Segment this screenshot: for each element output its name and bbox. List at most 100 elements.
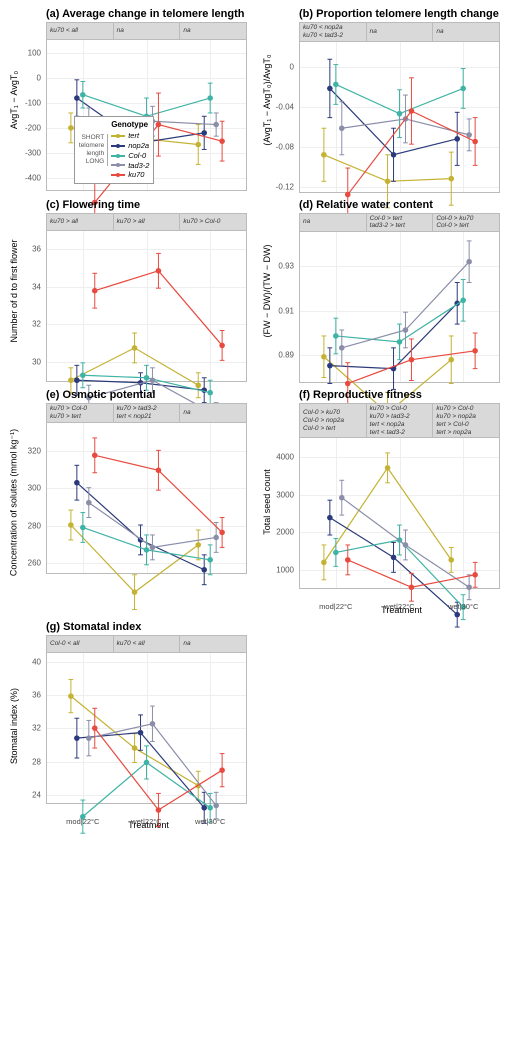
y-tick: 2000 (276, 528, 294, 537)
y-tick: 34 (32, 282, 41, 291)
y-tick: 32 (32, 724, 41, 733)
panel-a: (a) Average change in telomere length ku7… (8, 8, 251, 193)
strip-cell: na (180, 23, 246, 39)
strip-cell: na (180, 636, 246, 652)
panel-g: (g) Stomatal index Col-0 < allku70 < alln… (8, 621, 251, 830)
x-tick: wet|30°C (195, 817, 225, 826)
strip-cell: na (300, 214, 367, 232)
legend-item: tad3-2 (111, 161, 149, 171)
strip-cell: na (433, 23, 499, 41)
y-tick: 28 (32, 757, 41, 766)
y-tick: 0.91 (278, 306, 294, 315)
y-tick: 4000 (276, 453, 294, 462)
strip-cell: Col-0 > ku70Col-0 > tert (433, 214, 499, 232)
y-axis-label: Number of d to first flower (9, 239, 19, 342)
y-tick: 0 (37, 73, 41, 82)
panel-title: (b) Proportion telomere length change (261, 8, 504, 20)
strip-cell: ku70 > Col-0ku70 > tad3-2tert < nop2ater… (367, 404, 434, 437)
facet-strip: Col-0 > ku70Col-0 > nop2aCol-0 > tertku7… (299, 403, 500, 438)
y-tick: 320 (28, 446, 41, 455)
panel-title: (e) Osmotic potential (8, 389, 251, 401)
y-axis-label: AvgT₁ − AvgT₀ (9, 71, 19, 129)
legend-item: tert (111, 131, 149, 141)
y-tick: 1000 (276, 565, 294, 574)
y-axis-label: Stomatal index (%) (9, 688, 19, 764)
legend-item: ku70 (111, 170, 149, 180)
x-tick: mod|22°C (66, 817, 99, 826)
y-axis-label: Concentration of solutes (mmol kg⁻¹) (9, 429, 20, 576)
legend: SHORTtelomerelengthLONGGenotypetertnop2a… (74, 116, 155, 184)
plot-svg (47, 423, 246, 622)
strip-cell: na (367, 23, 434, 41)
y-tick: 100 (28, 48, 41, 57)
y-tick: 30 (32, 357, 41, 366)
legend-item: Col-0 (111, 151, 149, 161)
y-tick: -300 (25, 148, 41, 157)
legend-swatch (111, 164, 125, 166)
plot-area: 1000-100-200-300-400SHORTtelomerelengthL… (46, 40, 247, 191)
facet-strip: ku70 > Col-0ku70 > tertku70 > tad3-2tert… (46, 403, 247, 423)
x-tick: wet|30°C (448, 602, 478, 611)
y-tick: 0.93 (278, 261, 294, 270)
y-tick: 300 (28, 484, 41, 493)
y-tick: 3000 (276, 490, 294, 499)
plot-area: 2428323640mod|22°Cwet|22°Cwet|30°C (46, 653, 247, 804)
x-tick: wet|22°C (131, 817, 161, 826)
y-tick: -0.08 (276, 142, 294, 151)
y-tick: 0 (290, 62, 294, 71)
strip-cell: na (114, 23, 181, 39)
facet-strip: ku70 < nop2aku70 < tad3-2nana (299, 22, 500, 42)
y-tick: 280 (28, 521, 41, 530)
strip-cell: ku70 > Col-0 (180, 214, 246, 230)
legend-item: nop2a (111, 141, 149, 151)
legend-swatch (111, 145, 125, 147)
y-tick: 0.89 (278, 351, 294, 360)
y-tick: -200 (25, 123, 41, 132)
strip-cell: ku70 > tad3-2tert < nop21 (114, 404, 181, 422)
panel-title: (c) Flowering time (8, 199, 251, 211)
y-tick: 36 (32, 245, 41, 254)
strip-cell: ku70 > Col-0ku70 > tert (47, 404, 114, 422)
strip-cell: Col-0 > terttad3-2 > tert (367, 214, 434, 232)
strip-cell: ku70 < all (114, 636, 181, 652)
y-tick: -0.12 (276, 182, 294, 191)
legend-swatch (111, 135, 125, 137)
strip-cell: ku70 > all (47, 214, 114, 230)
x-tick: wet|22°C (384, 602, 414, 611)
y-tick: 40 (32, 657, 41, 666)
y-tick: -400 (25, 173, 41, 182)
y-tick: 32 (32, 320, 41, 329)
panel-d: (d) Relative water content naCol-0 > tert… (261, 199, 504, 384)
plot-area: 0-0.04-0.08-0.12 (299, 42, 500, 193)
strip-cell: ku70 > Col-0ku70 > nop2atert > Col-0tert… (433, 404, 499, 437)
y-axis-label: (FW − DW)/(TW − DW) (262, 244, 272, 337)
strip-cell: ku70 > all (114, 214, 181, 230)
panel-title: (a) Average change in telomere length (8, 8, 251, 20)
y-tick: -0.04 (276, 102, 294, 111)
plot-area: 0.890.910.93 (299, 232, 500, 383)
y-tick: -100 (25, 98, 41, 107)
y-tick: 36 (32, 691, 41, 700)
panel-title: (g) Stomatal index (8, 621, 251, 633)
y-tick: 24 (32, 791, 41, 800)
panel-b: (b) Proportion telomere length change ku7… (261, 8, 504, 193)
facet-strip: naCol-0 > terttad3-2 > tertCol-0 > ku70C… (299, 213, 500, 233)
panel-c: (c) Flowering timeku70 > allku70 > allku… (8, 199, 251, 384)
panel-f: (f) Reproductive fitness Col-0 > ku70Col-… (261, 389, 504, 615)
plot-area: 30323436 (46, 231, 247, 382)
strip-cell: na (180, 404, 246, 422)
panel-e: (e) Osmotic potential ku70 > Col-0ku70 > … (8, 389, 251, 615)
plot-area: 260280300320 (46, 423, 247, 574)
legend-swatch (111, 174, 125, 176)
facet-strip: Col-0 < allku70 < allna (46, 635, 247, 653)
strip-cell: Col-0 > ku70Col-0 > nop2aCol-0 > tert (300, 404, 367, 437)
x-tick: mod|22°C (319, 602, 352, 611)
strip-cell: ku70 < all (47, 23, 114, 39)
panel-title: (f) Reproductive fitness (261, 389, 504, 401)
plot-area: 1000200030004000mod|22°Cwet|22°Cwet|30°C (299, 438, 500, 589)
y-axis-label: Total seed count (262, 470, 272, 536)
y-tick: 260 (28, 559, 41, 568)
facet-strip: ku70 > allku70 > allku70 > Col-0 (46, 213, 247, 231)
panel-title: (d) Relative water content (261, 199, 504, 211)
y-axis-label: (AvgT₁ − AvgT₀)/AvgT₀ (262, 55, 272, 146)
